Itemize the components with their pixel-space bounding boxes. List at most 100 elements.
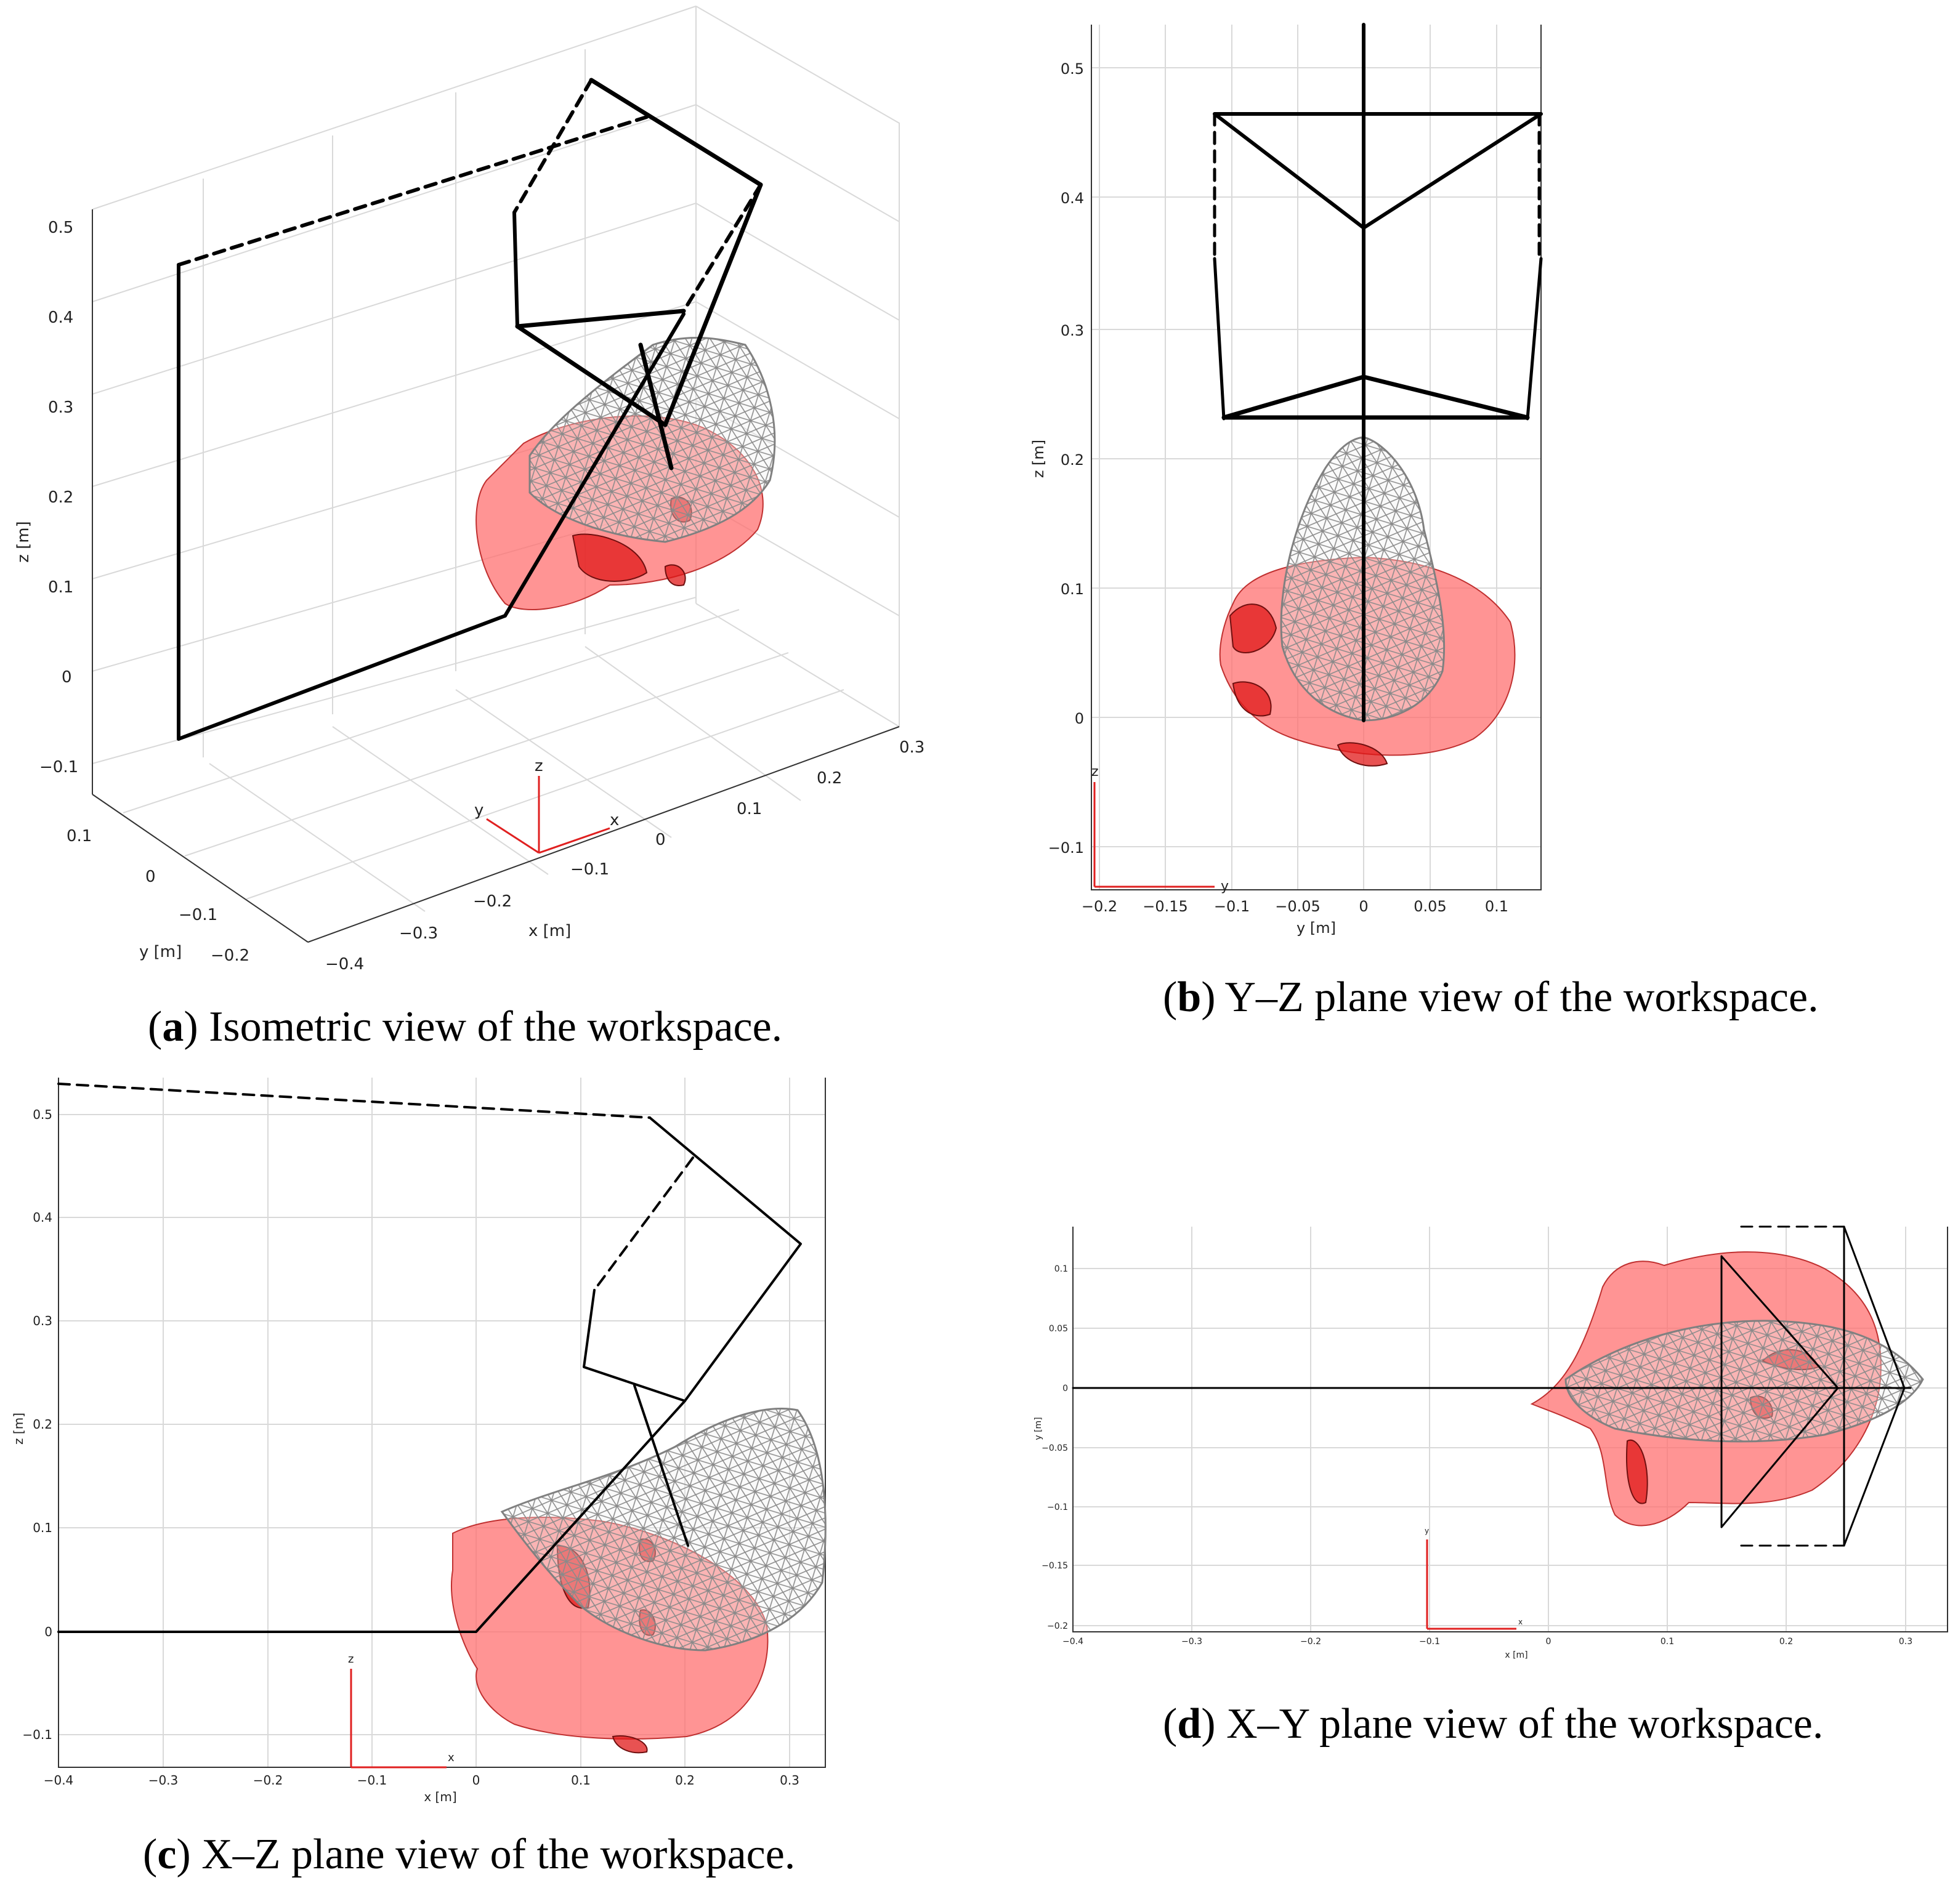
z-tick: 0.3 [33, 1313, 52, 1328]
xz-plot: 0.5 0.4 0.3 0.2 0.1 0 −0.1 z [m] −0.4 −0… [11, 1078, 827, 1804]
z-tick: 0.4 [33, 1210, 52, 1225]
y-tick: −0.15 [1042, 1561, 1068, 1571]
isometric-x-axis [307, 726, 900, 943]
isometric-x-ticks: −0.4 −0.3 −0.2 −0.1 0 0.1 0.2 0.3 [325, 738, 924, 974]
yz-frame-axes: z y [1091, 764, 1229, 894]
z-tick: 0.5 [48, 219, 73, 237]
y-tick: −0.2 [211, 946, 249, 965]
frame-x-label: x [448, 1751, 455, 1764]
frame-z-label: z [1091, 764, 1099, 780]
z-tick: 0.1 [48, 578, 73, 597]
caption-c: (c) X–Z plane view of the workspace. [143, 1831, 796, 1878]
xz-robot-linkage [57, 1083, 802, 1633]
z-tick: 0.2 [1061, 451, 1084, 469]
caption-letter: c [157, 1831, 177, 1878]
caption-d: (d) X–Y plane view of the workspace. [1163, 1700, 1824, 1748]
frame-y-label: y [1425, 1527, 1429, 1535]
x-tick: −0.3 [399, 924, 438, 943]
head-ear [572, 533, 648, 582]
y-tick: 0 [1062, 1384, 1068, 1394]
yz-frame [1091, 25, 1542, 890]
y-tick: −0.15 [1143, 898, 1188, 915]
isometric-y-axis [92, 794, 309, 943]
caption-text: X–Z plane view of the workspace. [201, 1831, 796, 1878]
caption-b: (b) Y–Z plane view of the workspace. [1163, 974, 1819, 1021]
y-tick: −0.05 [1042, 1443, 1068, 1453]
z-tick: 0.4 [1061, 190, 1084, 207]
panel-xy: 0.1 0.05 0 −0.05 −0.1 −0.15 −0.2 y [m] −… [998, 1059, 1958, 1904]
head-ear [1229, 603, 1277, 653]
caption-text: Isometric view of the workspace. [209, 1003, 783, 1051]
head-ear [1232, 681, 1272, 717]
xz-x-label: x [m] [424, 1789, 456, 1804]
yz-y-label: y [m] [1297, 919, 1336, 937]
head-nose [1337, 742, 1388, 767]
isometric-y-label: y [m] [139, 943, 182, 961]
yz-head-model [1219, 436, 1516, 767]
head-nose [612, 1735, 648, 1754]
head-model [475, 337, 776, 610]
x-tick: −0.2 [473, 892, 512, 911]
xy-x-label: x [m] [1505, 1650, 1527, 1660]
x-tick: 0.3 [1899, 1637, 1912, 1647]
x-tick: 0 [472, 1773, 480, 1788]
x-tick: 0.1 [737, 800, 762, 818]
head-mesh [1564, 1320, 1924, 1443]
x-tick: −0.3 [1181, 1637, 1202, 1647]
xy-head-model [1530, 1251, 1924, 1527]
y-tick: 0.05 [1049, 1324, 1068, 1334]
z-tick: −0.1 [22, 1727, 52, 1742]
caption-letter: b [1177, 974, 1202, 1021]
head-nose [1626, 1439, 1648, 1504]
head-mesh [528, 337, 776, 543]
caption-letter: d [1177, 1700, 1202, 1748]
yz-y-ticks: −0.2 −0.15 −0.1 −0.05 0 0.05 0.1 [1082, 898, 1508, 915]
z-tick: 0.3 [1061, 322, 1084, 339]
x-tick: 0.3 [899, 738, 924, 757]
y-tick: −0.2 [1082, 898, 1117, 915]
xz-frame-axes: z x [348, 1653, 455, 1769]
frame-x-label: x [610, 811, 619, 829]
isometric-plot: 0.5 0.4 0.3 0.2 0.1 0 −0.1 z [m] 0.1 0 −… [14, 6, 924, 974]
z-tick: 0 [1075, 710, 1084, 727]
y-tick: −0.1 [1047, 1503, 1068, 1512]
z-tick: −0.1 [39, 758, 78, 777]
yz-z-label: z [m] [1030, 440, 1047, 478]
xy-robot-linkage [1072, 1225, 1912, 1547]
caption-text: X–Y plane view of the workspace. [1226, 1700, 1824, 1748]
xy-plot: 0.1 0.05 0 −0.05 −0.1 −0.15 −0.2 y [m] −… [1034, 1225, 1948, 1660]
y-tick: −0.2 [1047, 1621, 1068, 1631]
frame-y-label: y [1221, 879, 1229, 894]
y-tick: 0.05 [1414, 898, 1446, 915]
x-tick: 0 [1546, 1637, 1551, 1647]
frame-y-label: y [474, 801, 483, 820]
y-tick: 0 [145, 868, 156, 886]
z-tick: 0.1 [1061, 581, 1084, 598]
z-tick: 0 [62, 668, 72, 687]
panel-isometric: 0.5 0.4 0.3 0.2 0.1 0 −0.1 z [m] 0.1 0 −… [0, 0, 985, 1059]
x-tick: −0.1 [1419, 1637, 1440, 1647]
yz-robot-linkage [1213, 23, 1543, 722]
x-tick: −0.4 [325, 955, 364, 974]
frame-z-label: z [348, 1653, 354, 1666]
xy-frame [1072, 1227, 1948, 1632]
yz-grid [1091, 25, 1541, 890]
panel-xz: 0.5 0.4 0.3 0.2 0.1 0 −0.1 z [m] −0.4 −0… [0, 1059, 985, 1904]
y-tick: −0.1 [179, 906, 217, 924]
frame-z-label: z [535, 757, 543, 775]
x-tick: 0 [655, 831, 666, 849]
isometric-z-label: z [m] [14, 521, 33, 563]
xy-y-label: y [m] [1034, 1417, 1043, 1440]
y-tick: 0.1 [1485, 898, 1508, 915]
x-tick: −0.4 [1062, 1637, 1083, 1647]
z-tick: 0.1 [33, 1520, 52, 1535]
y-tick: 0 [1359, 898, 1368, 915]
y-tick: −0.1 [1214, 898, 1250, 915]
z-tick: 0.4 [48, 309, 73, 327]
y-tick: −0.05 [1275, 898, 1321, 915]
xz-z-ticks: 0.5 0.4 0.3 0.2 0.1 0 −0.1 [22, 1107, 52, 1742]
z-tick: 0 [44, 1624, 52, 1639]
yz-z-ticks: 0.5 0.4 0.3 0.2 0.1 0 −0.1 [1048, 60, 1084, 857]
xy-x-ticks: −0.4 −0.3 −0.2 −0.1 0 0.1 0.2 0.3 [1062, 1637, 1912, 1647]
x-tick: −0.4 [44, 1773, 74, 1788]
